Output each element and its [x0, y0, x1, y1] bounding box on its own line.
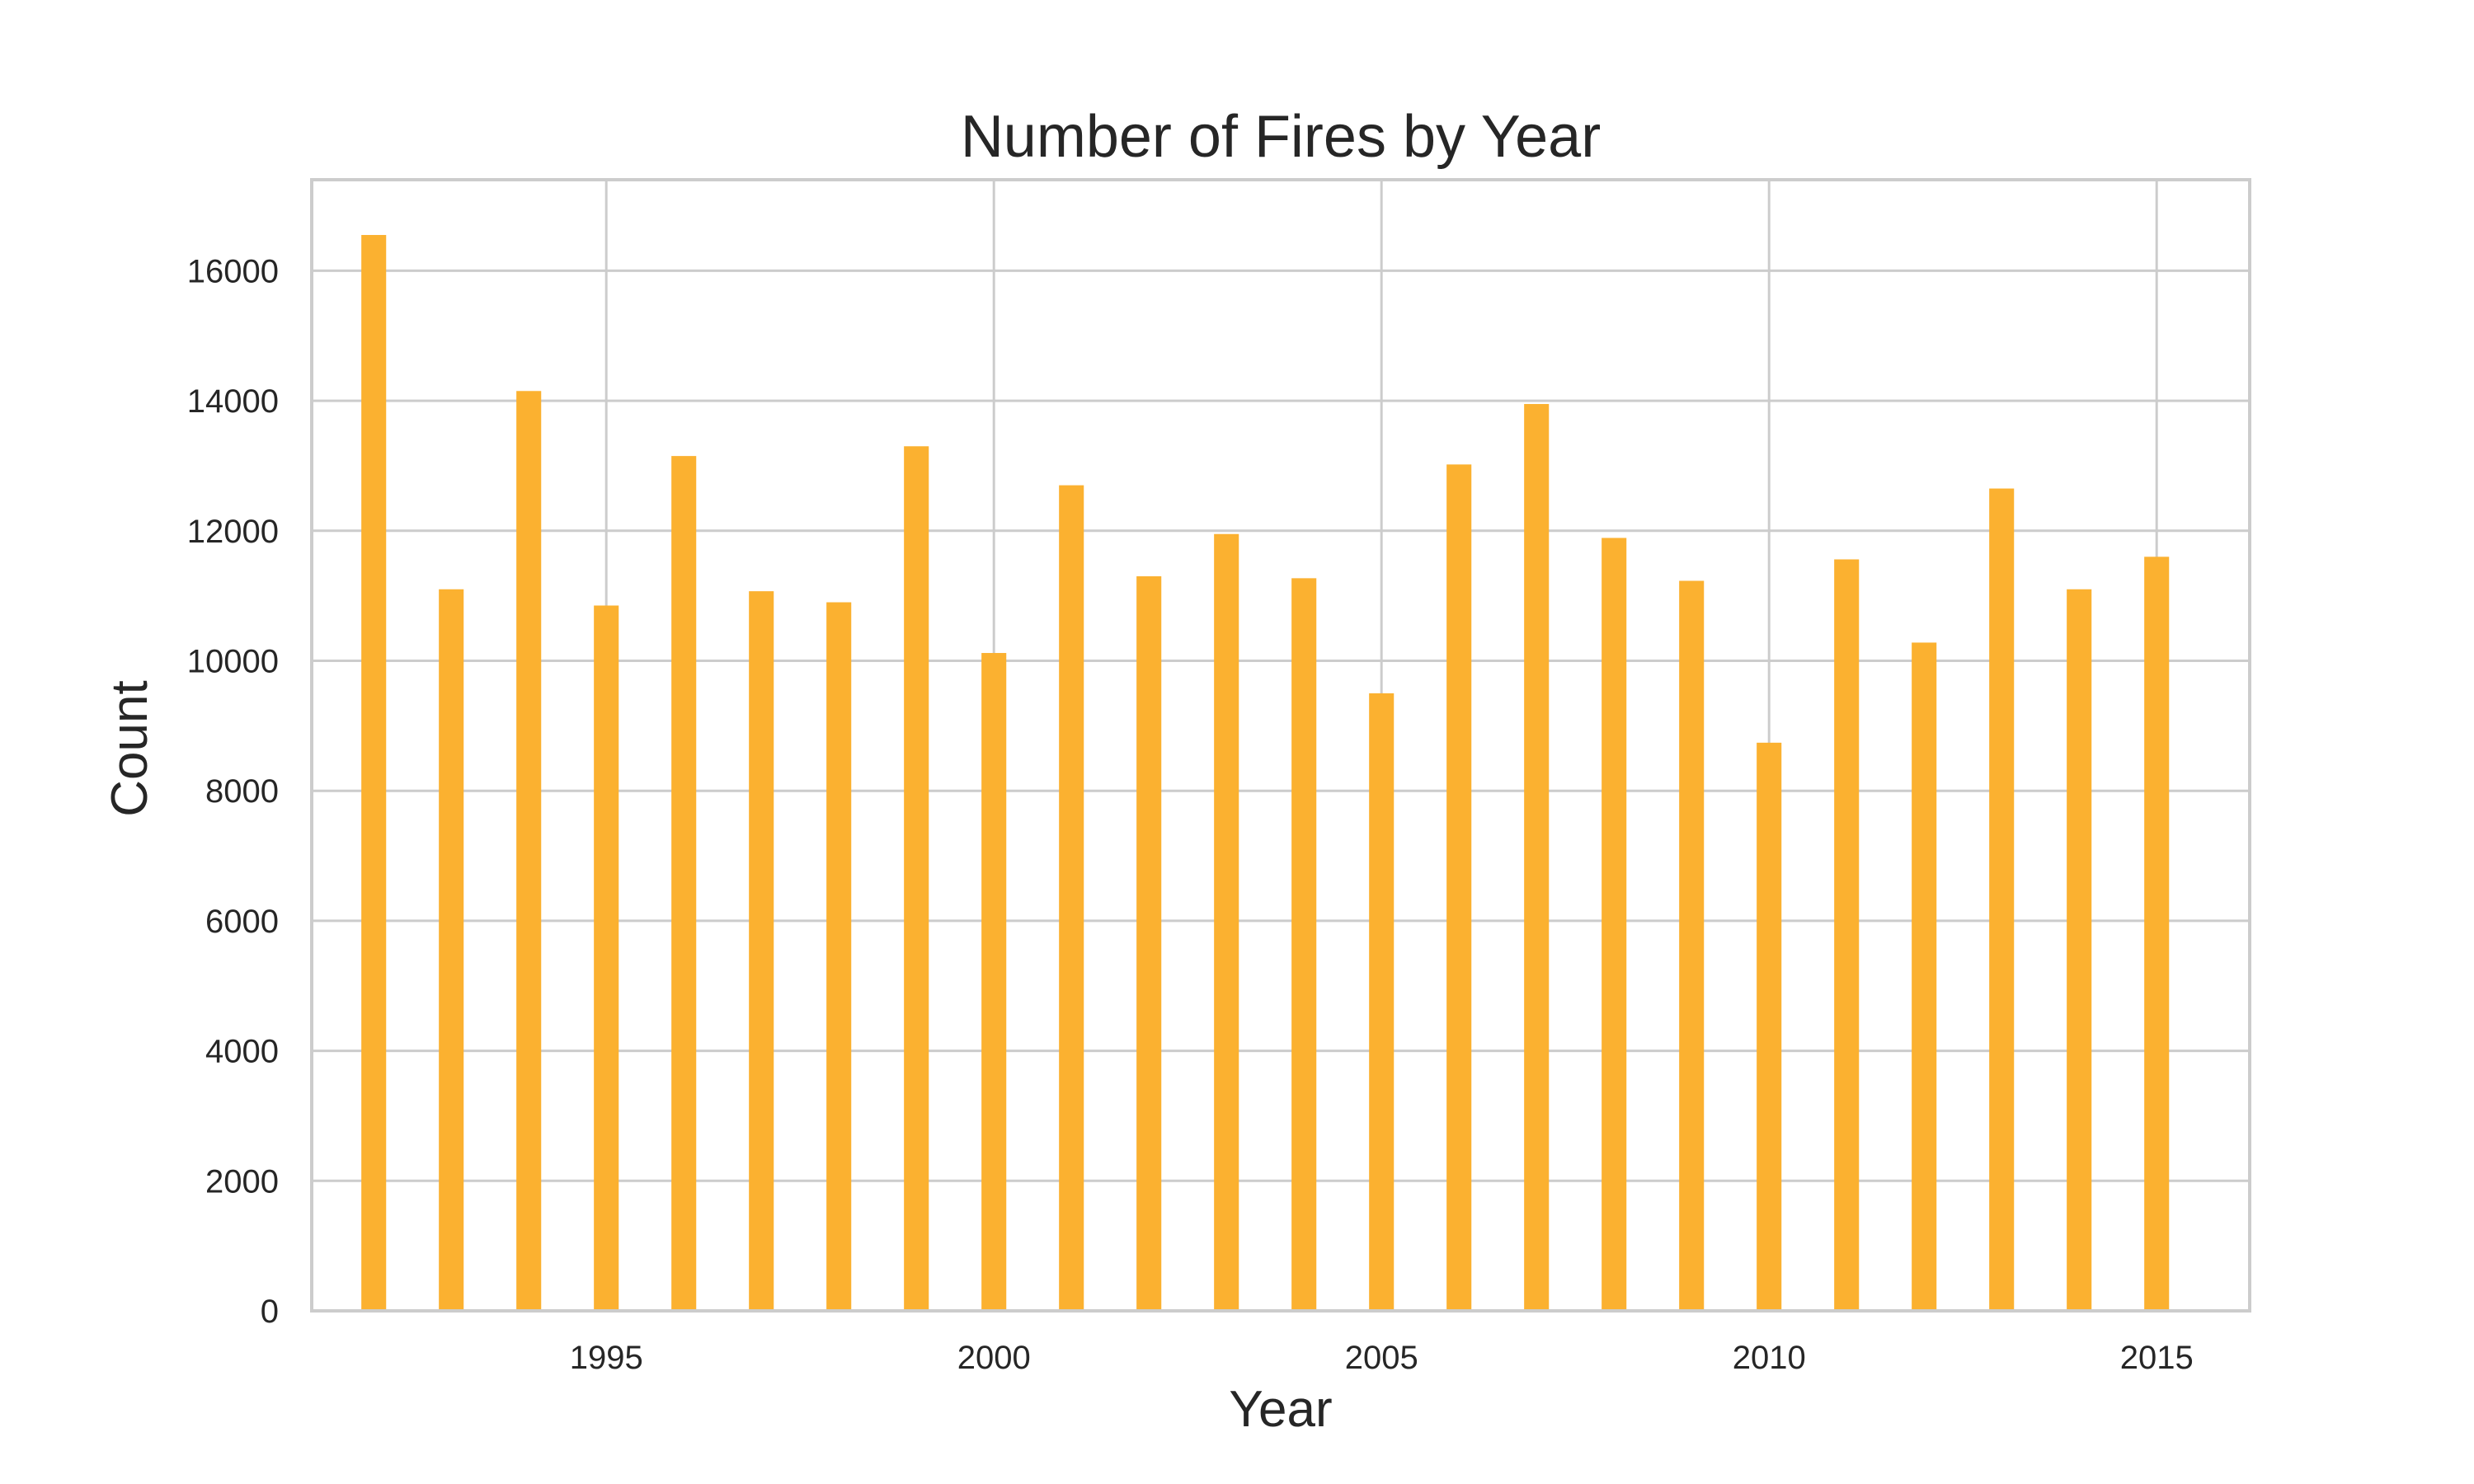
- bars: [361, 235, 2170, 1312]
- bar-2012: [1912, 642, 1937, 1311]
- bar-2003: [1214, 533, 1239, 1311]
- y-tick-label: 12000: [187, 514, 279, 550]
- bar-1999: [904, 446, 929, 1311]
- y-tick-labels: 0 2000 4000 6000 8000 10000 12000 14000 16000: [187, 253, 279, 1330]
- y-axis-label: Count: [101, 680, 158, 816]
- x-tick-label: 2005: [1345, 1340, 1418, 1376]
- plot-frame: [310, 178, 2251, 1313]
- bar-1995: [594, 605, 619, 1311]
- y-tick-label: 10000: [187, 643, 279, 679]
- bar-2006: [1446, 464, 1472, 1312]
- x-tick-label: 2010: [1733, 1340, 1806, 1376]
- y-tick-label: 4000: [205, 1034, 279, 1070]
- chart-title: Number of Fires by Year: [961, 104, 1601, 170]
- x-tick-label: 2015: [2120, 1340, 2194, 1376]
- y-tick-label: 6000: [205, 904, 279, 940]
- y-tick-label: 2000: [205, 1163, 279, 1200]
- bar-2008: [1602, 538, 1627, 1311]
- bar-1997: [749, 591, 774, 1311]
- bar-1996: [671, 456, 697, 1311]
- bar-2007: [1524, 404, 1550, 1312]
- bar-2015: [2144, 556, 2170, 1311]
- bar-2000: [981, 653, 1007, 1311]
- bar-2001: [1059, 485, 1084, 1311]
- bar-2011: [1834, 559, 1860, 1311]
- bar-2010: [1757, 742, 1782, 1311]
- y-tick-label: 14000: [187, 383, 279, 420]
- x-tick-label: 1995: [570, 1340, 643, 1376]
- bar-2013: [1989, 488, 2015, 1311]
- y-tick-label: 0: [261, 1294, 279, 1330]
- y-tick-label: 8000: [205, 773, 279, 810]
- bar-2014: [2067, 589, 2092, 1311]
- bar-2002: [1136, 575, 1162, 1311]
- y-tick-label: 16000: [187, 253, 279, 289]
- x-tick-labels: 1995 2000 2005 2010 2015: [570, 1340, 2194, 1376]
- x-tick-label: 2000: [957, 1340, 1031, 1376]
- bar-1994: [516, 391, 542, 1311]
- bar-2005: [1369, 693, 1395, 1311]
- bar-2004: [1291, 578, 1317, 1311]
- x-axis-label: Year: [1229, 1381, 1332, 1438]
- bar-1993: [439, 589, 464, 1311]
- bar-2009: [1679, 580, 1705, 1311]
- bar-1992: [361, 235, 387, 1312]
- bar-1998: [826, 602, 852, 1311]
